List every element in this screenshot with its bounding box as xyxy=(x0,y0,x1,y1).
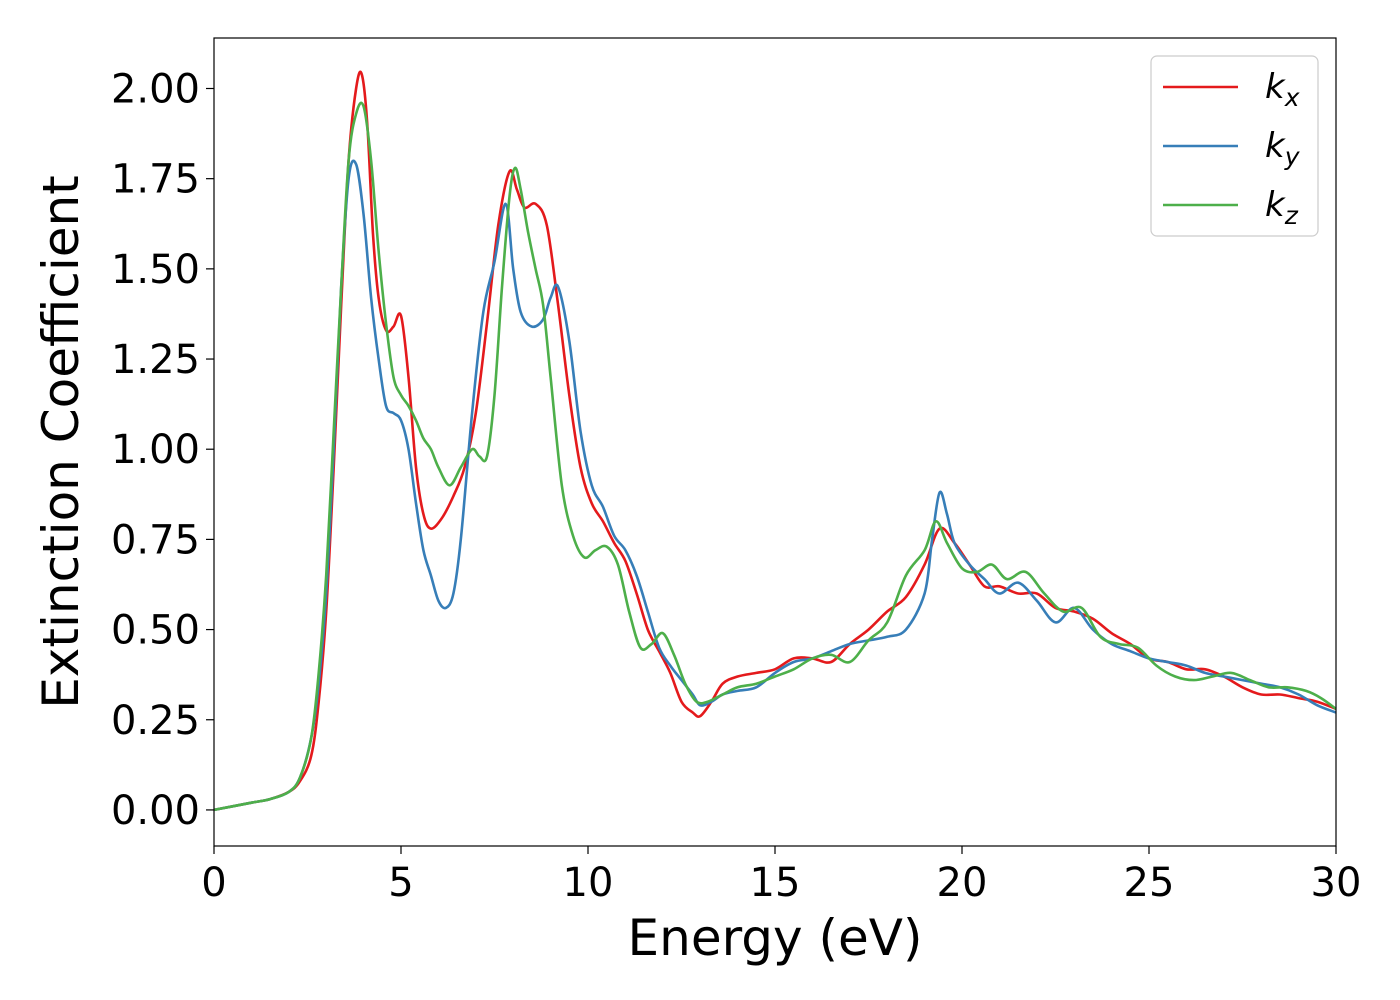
legend-label-x: kx xyxy=(1265,67,1300,112)
y-axis-label: Extinction Coefficient xyxy=(32,175,90,709)
y-tick-label: 0.50 xyxy=(111,608,200,654)
x-axis-ticks: 0 5 10 15 20 25 30 xyxy=(201,846,1361,906)
x-tick-label: 15 xyxy=(750,860,801,906)
y-tick-label: 1.25 xyxy=(111,337,200,383)
y-tick-label: 0.00 xyxy=(111,788,200,834)
legend-label-y: ky xyxy=(1265,126,1301,171)
x-axis-label: Energy (eV) xyxy=(628,909,923,967)
x-tick-label: 10 xyxy=(563,860,614,906)
y-tick-label: 1.75 xyxy=(111,157,200,203)
y-axis-ticks: 0.00 0.25 0.50 0.75 1.00 1.25 1.50 1.75 2.00 xyxy=(111,67,214,834)
x-tick-label: 30 xyxy=(1311,860,1362,906)
legend-label-z: kz xyxy=(1265,185,1299,230)
y-tick-label: 1.00 xyxy=(111,427,200,473)
y-tick-label: 0.75 xyxy=(111,517,200,563)
series-line-z xyxy=(213,101,1337,812)
x-tick-label: 20 xyxy=(937,860,988,906)
x-tick-label: 5 xyxy=(388,860,413,906)
y-tick-label: 2.00 xyxy=(111,67,200,113)
series-line-y xyxy=(213,159,1337,812)
x-tick-label: 25 xyxy=(1124,860,1175,906)
y-tick-label: 0.25 xyxy=(111,698,200,744)
x-tick-label: 0 xyxy=(201,860,226,906)
legend: kx ky kz xyxy=(1150,55,1319,237)
y-tick-label: 1.50 xyxy=(111,247,200,293)
plot-lines xyxy=(213,70,1337,812)
